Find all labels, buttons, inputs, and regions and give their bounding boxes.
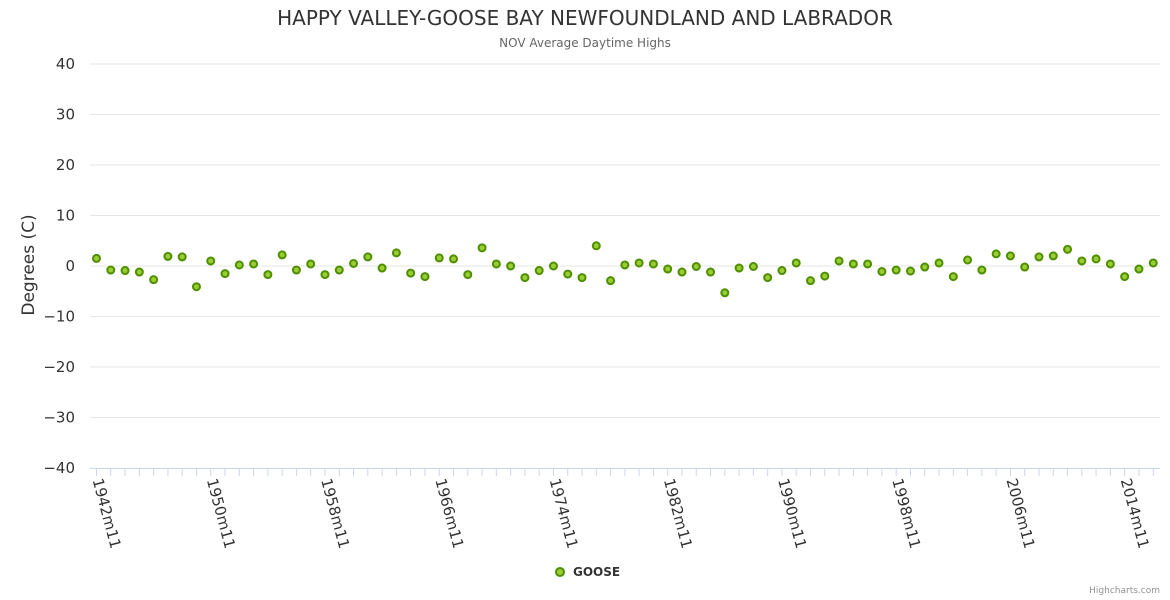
data-point — [763, 273, 773, 283]
data-point — [134, 267, 144, 277]
data-point — [720, 288, 730, 298]
data-point — [277, 250, 287, 260]
data-point — [1091, 254, 1101, 264]
legend-item-goose[interactable]: GOOSE — [573, 565, 620, 579]
data-point — [320, 270, 330, 280]
data-point — [691, 262, 701, 272]
data-point — [1105, 259, 1115, 269]
data-point — [163, 251, 173, 261]
data-point — [777, 266, 787, 276]
data-point — [834, 256, 844, 266]
data-point — [263, 270, 273, 280]
data-point — [1048, 251, 1058, 261]
data-point — [734, 263, 744, 273]
data-point — [1034, 252, 1044, 262]
data-point — [391, 248, 401, 258]
legend-marker — [555, 567, 565, 577]
y-tick-label: −20 — [43, 358, 75, 376]
data-point — [820, 271, 830, 281]
data-point — [977, 265, 987, 275]
data-point — [677, 267, 687, 277]
data-point — [1063, 244, 1073, 254]
data-point — [1120, 272, 1130, 282]
data-point — [934, 258, 944, 268]
y-tick-label: 0 — [65, 257, 75, 275]
data-point — [991, 249, 1001, 259]
y-tick-label: 10 — [56, 207, 75, 225]
y-tick-label: −10 — [43, 308, 75, 326]
data-point — [249, 259, 259, 269]
credits-link[interactable]: Highcharts.com — [1089, 586, 1160, 596]
data-point — [334, 265, 344, 275]
data-point — [363, 252, 373, 262]
data-point — [491, 259, 501, 269]
data-point — [449, 254, 458, 264]
data-point — [477, 243, 487, 253]
data-point — [791, 258, 801, 268]
data-point — [1005, 251, 1015, 261]
data-point — [1134, 264, 1144, 274]
data-point — [506, 261, 516, 271]
data-point — [920, 262, 930, 272]
data-point — [377, 263, 387, 273]
data-point — [663, 264, 673, 274]
data-point — [520, 273, 530, 283]
data-point — [548, 261, 558, 271]
data-point — [848, 259, 858, 269]
data-point — [177, 252, 187, 262]
data-point — [634, 258, 644, 268]
data-point — [149, 275, 159, 285]
data-point — [291, 265, 301, 275]
grid-lines — [90, 63, 1160, 418]
y-tick-label: 40 — [56, 55, 75, 73]
data-point — [1077, 256, 1087, 266]
data-point — [120, 266, 130, 276]
chart-title: HAPPY VALLEY-GOOSE BAY NEWFOUNDLAND AND … — [277, 6, 893, 30]
legend[interactable]: GOOSE — [555, 565, 620, 579]
data-point — [406, 268, 416, 278]
data-point — [963, 255, 973, 265]
data-point — [191, 282, 201, 292]
data-point — [748, 262, 758, 272]
data-point — [563, 269, 573, 279]
data-point — [620, 260, 630, 270]
data-point — [234, 260, 244, 270]
chart-subtitle: NOV Average Daytime Highs — [499, 36, 671, 50]
data-point — [534, 266, 544, 276]
series-goose-points — [92, 241, 1158, 298]
data-point — [420, 272, 430, 282]
data-point — [1020, 262, 1030, 272]
data-point — [648, 259, 658, 269]
data-point — [206, 256, 216, 266]
y-axis-title: Degrees (C) — [19, 214, 39, 315]
data-point — [606, 276, 616, 286]
data-point — [92, 253, 101, 263]
y-tick-label: 30 — [56, 106, 75, 124]
data-point — [877, 267, 887, 277]
data-point — [577, 273, 587, 283]
y-tick-label: 20 — [56, 156, 75, 174]
data-point — [434, 253, 444, 263]
data-point — [948, 272, 958, 282]
data-point — [220, 269, 230, 279]
data-point — [463, 270, 473, 280]
data-point — [706, 267, 716, 277]
y-tick-label: −40 — [43, 459, 75, 477]
data-point — [891, 265, 901, 275]
data-point — [1148, 258, 1158, 268]
data-point — [863, 259, 873, 269]
data-point — [106, 265, 116, 275]
y-axis-labels: −40 −30 −20 −10 0 10 20 30 40 — [43, 55, 75, 477]
y-tick-label: −30 — [43, 409, 75, 427]
data-point — [591, 241, 601, 251]
data-point — [349, 258, 359, 268]
data-point — [905, 266, 915, 276]
data-point — [806, 276, 815, 286]
data-point — [306, 259, 316, 269]
